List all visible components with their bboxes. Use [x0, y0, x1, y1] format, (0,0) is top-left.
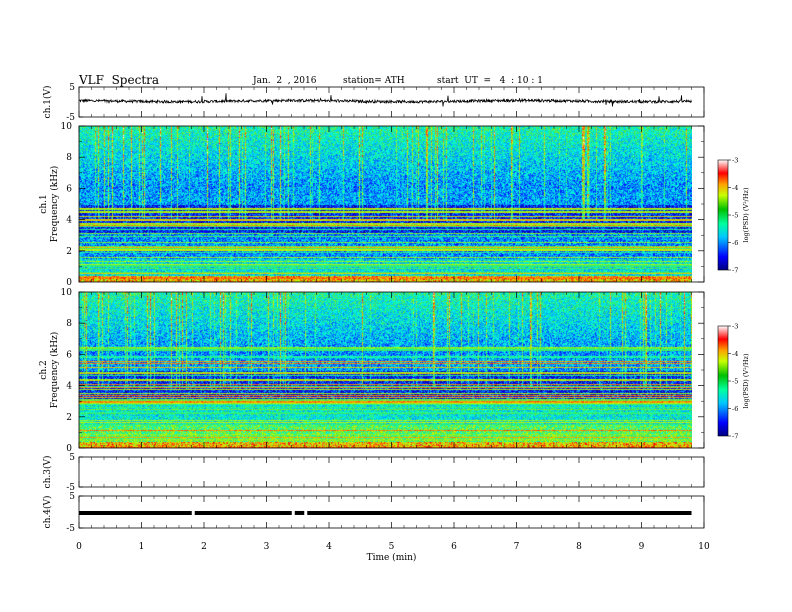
spec2-ytick-label: 8 — [66, 319, 72, 329]
spec2-ytick-label: 4 — [66, 382, 72, 392]
axes-layer — [78, 86, 731, 529]
xtick-label: 1 — [139, 542, 145, 552]
spec2-colorbar — [717, 325, 729, 437]
xtick-label: 9 — [639, 542, 645, 552]
xtick-label: 0 — [76, 542, 82, 552]
spec1-ytick-label: 8 — [66, 153, 72, 163]
xtick-label: 5 — [389, 542, 395, 552]
spec1-ylabel-frequency: Frequency (kHz) — [49, 166, 60, 243]
spec1-colorbar-tick-label: -3 — [732, 157, 738, 165]
spec1-ytick-label: 4 — [66, 216, 72, 226]
spec2-colorbar-tick-label: -5 — [732, 378, 738, 386]
ch3-ytick-label: 5 — [69, 453, 75, 463]
ch1-ylabel: ch.1(V) — [42, 86, 53, 119]
spec1-colorbar — [717, 159, 729, 271]
spec2-heatmap — [79, 292, 692, 448]
data-layer — [79, 93, 692, 515]
xtick-label: 10 — [698, 542, 710, 552]
spec1-colorbar-label: log(PSD) (V²/Hz) — [742, 187, 750, 242]
spec1-colorbar-tick-label: -4 — [732, 184, 738, 192]
xtick-label: 7 — [514, 542, 520, 552]
spec2-colorbar-tick-label: -6 — [732, 405, 738, 413]
spec2-ytick-label: 10 — [61, 288, 73, 298]
xtick-label: 8 — [576, 542, 582, 552]
start-time-label: start UT = 4 : 10 : 1 — [437, 76, 543, 86]
spec2-ylabel-frequency: Frequency (kHz) — [49, 332, 60, 409]
figure-title: VLF Spectra — [79, 73, 160, 87]
ch1-ytick-label: -5 — [66, 113, 75, 123]
xtick-label: 2 — [201, 542, 207, 552]
date-label: Jan. 2 , 2016 — [253, 76, 317, 86]
spec1-ylabel-channel: ch.1 — [39, 194, 49, 213]
xtick-label: 3 — [264, 542, 270, 552]
ch3-ytick-label: -5 — [66, 483, 75, 493]
spec2-ylabel-channel: ch.2 — [39, 360, 49, 379]
ch3-ylabel: ch.3(V) — [42, 456, 53, 489]
ch1-ytick-label: 5 — [69, 83, 75, 93]
spec2-ytick-label: 0 — [66, 444, 72, 454]
ch4-ytick-label: -5 — [66, 524, 75, 534]
spec2-colorbar-tick-label: -7 — [732, 433, 738, 441]
ch4-ylabel: ch.4(V) — [42, 496, 53, 529]
ch4-ytick-label: 5 — [69, 492, 75, 502]
spec1-ytick-label: 0 — [66, 278, 72, 288]
spec1-ytick-label: 10 — [61, 122, 73, 132]
spec1-ytick-label: 6 — [66, 184, 72, 194]
spec2-ytick-label: 6 — [66, 350, 72, 360]
spec2-ytick-label: 2 — [66, 413, 72, 423]
spec2-colorbar-label: log(PSD) (V²/Hz) — [742, 353, 750, 408]
xtick-label: 6 — [451, 542, 457, 552]
spec1-colorbar-tick-label: -7 — [732, 267, 738, 275]
spec2-colorbar-tick-label: -3 — [732, 323, 738, 331]
xaxis-label: Time (min) — [367, 552, 417, 563]
spec1-heatmap — [79, 126, 692, 282]
spec2-colorbar-tick-label: -4 — [732, 350, 738, 358]
station-label: station= ATH — [343, 76, 405, 86]
spec1-ytick-label: 2 — [66, 247, 72, 257]
ch1-trace — [79, 93, 692, 107]
spec1-colorbar-tick-label: -5 — [732, 212, 738, 220]
xtick-label: 4 — [326, 542, 332, 552]
spec1-colorbar-tick-label: -6 — [732, 239, 738, 247]
